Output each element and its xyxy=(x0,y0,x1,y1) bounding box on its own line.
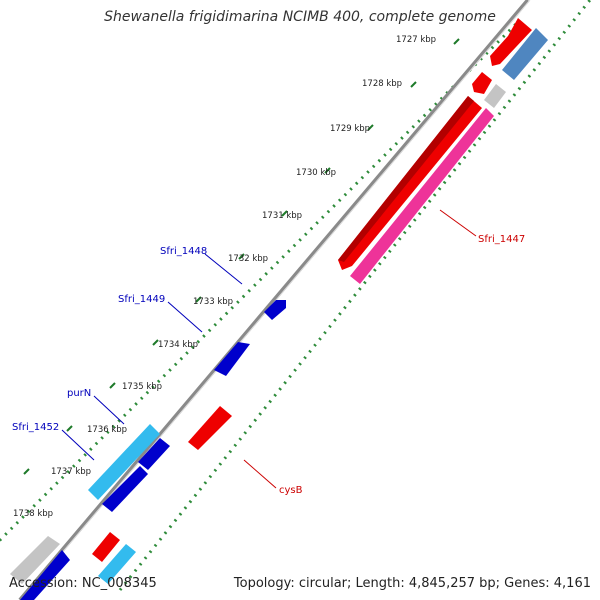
tick-marks xyxy=(23,38,460,475)
gene-labels: Sfri_1447 Sfri_1448 Sfri_1449 purN Sfri_… xyxy=(12,234,525,496)
tick-label: 1728 kbp xyxy=(362,79,402,89)
gene-arrow[interactable] xyxy=(472,72,492,94)
gene-sfri-1452[interactable] xyxy=(102,466,148,512)
gene-sfri-1449[interactable] xyxy=(214,342,250,376)
gene-label-sfri-1447: Sfri_1447 xyxy=(478,234,525,245)
tick-label: 1735 kbp xyxy=(122,382,162,392)
gene-cysB[interactable] xyxy=(188,406,232,450)
gene-arrow[interactable] xyxy=(484,84,506,108)
gene-arrow[interactable] xyxy=(20,550,70,600)
accession-label: Accession: NC_008345 xyxy=(9,576,157,591)
tick-label: 1736 kbp xyxy=(87,425,127,435)
map-title: Shewanella frigidimarina NCIMB 400, comp… xyxy=(104,9,496,25)
gene-arrow[interactable] xyxy=(490,18,532,66)
tick-label: 1730 kbp xyxy=(296,168,336,178)
gene-arrow[interactable] xyxy=(138,438,170,470)
gene-label-sfri-1452: Sfri_1452 xyxy=(12,422,59,433)
gene-sfri-1447[interactable] xyxy=(338,96,482,270)
gene-label-sfri-1448: Sfri_1448 xyxy=(160,246,207,257)
tick-label: 1732 kbp xyxy=(228,254,268,264)
tick-label: 1731 kbp xyxy=(262,211,302,221)
gene-label-cysB: cysB xyxy=(279,485,303,496)
gene-arrow[interactable] xyxy=(502,28,548,80)
tick-label: 1733 kbp xyxy=(193,297,233,307)
gene-label-sfri-1449: Sfri_1449 xyxy=(118,294,165,305)
tick-label: 1737 kbp xyxy=(51,467,91,477)
gene-arrow[interactable] xyxy=(92,532,120,562)
tick-label: 1738 kbp xyxy=(13,509,53,519)
tick-label: 1727 kbp xyxy=(396,35,436,45)
leader-lines xyxy=(61,209,477,489)
genes xyxy=(10,18,548,600)
gc-track xyxy=(118,0,592,591)
genome-backbone xyxy=(18,0,530,600)
gene-sfri-1448[interactable] xyxy=(264,300,286,320)
gene-arrow[interactable] xyxy=(10,536,60,584)
genome-summary: Topology: circular; Length: 4,845,257 bp… xyxy=(233,576,591,591)
tick-label: 1729 kbp xyxy=(330,124,370,134)
gene-arrow[interactable] xyxy=(350,108,494,284)
gene-arrow[interactable] xyxy=(98,544,136,584)
tick-labels: 1727 kbp 1728 kbp 1729 kbp 1730 kbp 1731… xyxy=(13,35,436,519)
gene-label-purN: purN xyxy=(67,388,91,399)
gene-purN[interactable] xyxy=(88,424,160,500)
tick-label: 1734 kbp xyxy=(158,340,198,350)
